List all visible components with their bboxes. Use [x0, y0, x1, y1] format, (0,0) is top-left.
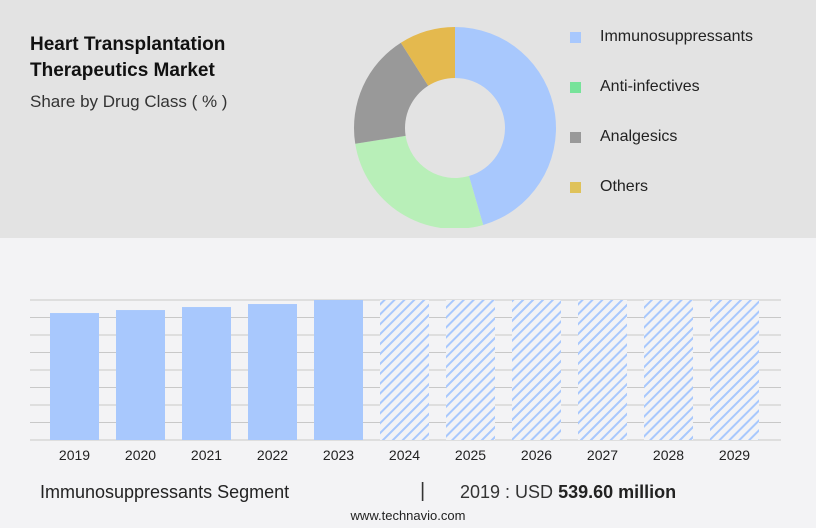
legend-item: Immunosuppressants — [570, 12, 753, 62]
x-tick-label: 2023 — [323, 447, 354, 463]
x-tick-label: 2020 — [125, 447, 156, 463]
segment-value: 2019 : USD 539.60 million — [460, 482, 676, 503]
forecast-bar-2026 — [512, 300, 561, 440]
legend-item: Anti-infectives — [570, 62, 753, 112]
donut-slice-analgesics — [353, 42, 429, 144]
forecast-bar-2027 — [578, 300, 627, 440]
donut-slice-others — [400, 27, 455, 86]
bar-2020 — [116, 310, 165, 440]
x-tick-label: 2027 — [587, 447, 618, 463]
legend-swatch — [570, 31, 581, 43]
chart-subtitle: Share by Drug Class ( % ) — [30, 92, 228, 111]
year-label: 2019 : USD — [460, 482, 559, 502]
legend-label: Others — [600, 178, 649, 195]
bar-2023 — [314, 300, 363, 440]
legend-swatch — [570, 81, 581, 93]
legend-label: Immunosuppressants — [600, 28, 753, 45]
chart-title: Heart Transplantation Therapeutics Marke… — [30, 34, 226, 81]
donut-slice-anti-infectives — [355, 135, 484, 230]
donut-slice-immunosuppressants — [455, 27, 556, 225]
x-tick-label: 2025 — [455, 447, 486, 463]
website-link[interactable]: www.technavio.com — [350, 508, 466, 523]
legend-item: Analgesics — [570, 112, 753, 162]
x-tick-label: 2029 — [719, 447, 750, 463]
segment-label: Immunosuppressants Segment — [40, 482, 290, 502]
legend-swatch — [570, 181, 581, 193]
bar-2019 — [50, 313, 99, 440]
bar-2022 — [248, 304, 297, 440]
legend: Immunosuppressants Anti-infectives Analges… — [570, 12, 753, 212]
x-tick-label: 2019 — [59, 447, 90, 463]
separator: | — [420, 480, 426, 502]
legend-swatch — [570, 131, 581, 143]
forecast-bar-2024 — [380, 300, 429, 440]
donut-chart — [300, 27, 600, 238]
legend-label: Analgesics — [600, 128, 678, 145]
forecast-bar-2028 — [644, 300, 693, 440]
x-tick-label: 2026 — [521, 447, 552, 463]
x-tick-label: 2022 — [257, 447, 288, 463]
x-tick-label: 2021 — [191, 447, 222, 463]
legend-item: Others — [570, 162, 753, 212]
bar-2021 — [182, 307, 231, 440]
forecast-bar-2029 — [710, 300, 759, 440]
x-tick-label: 2024 — [389, 447, 420, 463]
value-text: 539.60 million — [558, 482, 677, 502]
forecast-bar-2025 — [446, 300, 495, 440]
legend-label: Anti-infectives — [600, 78, 700, 95]
x-tick-label: 2028 — [653, 447, 684, 463]
